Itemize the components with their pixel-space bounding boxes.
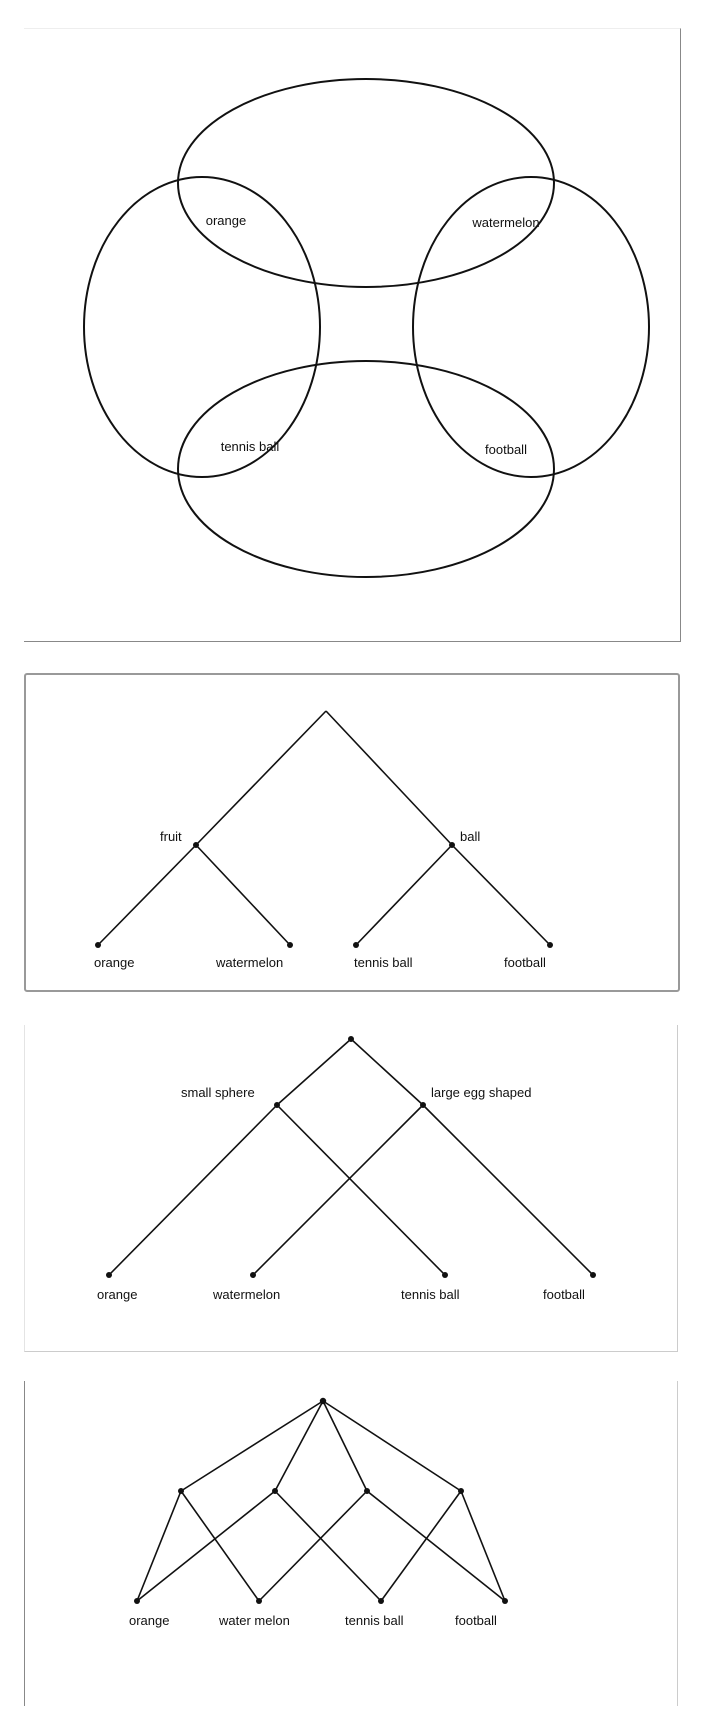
venn-label-football: football — [485, 442, 527, 457]
edge — [366, 1490, 506, 1602]
lattice-diagram: orange water melon tennis ball football — [129, 1397, 508, 1628]
label-football: football — [455, 1613, 497, 1628]
edge — [195, 710, 327, 846]
shape-tree: small sphere large egg shaped orange wat… — [97, 1036, 596, 1302]
leaf-node-football — [547, 942, 553, 948]
leaf-node-football — [590, 1272, 596, 1278]
set-ellipse-right — [412, 176, 650, 478]
edge — [322, 1400, 462, 1492]
label-orange: orange — [129, 1613, 169, 1628]
edge — [274, 1400, 324, 1492]
node-small-sphere — [274, 1102, 280, 1108]
lattice-panel: orange water melon tennis ball football — [24, 1381, 678, 1706]
venn-label-tennis-ball: tennis ball — [221, 439, 280, 454]
leaf-node-tennis-ball — [442, 1272, 448, 1278]
edge — [180, 1400, 324, 1492]
edge — [350, 1038, 424, 1106]
label-orange: orange — [94, 955, 134, 970]
label-water-melon: water melon — [218, 1613, 290, 1628]
leaf-node-tennis-ball — [353, 942, 359, 948]
edge — [97, 844, 197, 946]
shape-tree-panel: small sphere large egg shaped orange wat… — [24, 1025, 678, 1352]
label-fruit: fruit — [160, 829, 182, 844]
label-tennis-ball: tennis ball — [354, 955, 413, 970]
mid-node-1 — [178, 1488, 184, 1494]
leaf-node-orange — [106, 1272, 112, 1278]
mid-node-2 — [272, 1488, 278, 1494]
leaf-node-watermelon — [250, 1272, 256, 1278]
root-node — [348, 1036, 354, 1042]
venn-label-watermelon: watermelon — [471, 215, 539, 230]
edge — [276, 1038, 352, 1106]
label-football: football — [543, 1287, 585, 1302]
edge — [108, 1104, 278, 1276]
edge — [460, 1490, 506, 1602]
leaf-node-water-melon — [256, 1598, 262, 1604]
edge — [252, 1104, 424, 1276]
leaf-node-tennis-ball — [378, 1598, 384, 1604]
edge — [195, 844, 291, 946]
category-tree-panel: fruit ball orange watermelon tennis ball… — [24, 673, 680, 992]
label-tennis-ball: tennis ball — [401, 1287, 460, 1302]
edge — [136, 1490, 276, 1602]
label-tennis-ball: tennis ball — [345, 1613, 404, 1628]
venn-panel: orange watermelon tennis ball football — [24, 28, 681, 642]
set-ellipse-top — [177, 78, 555, 288]
label-football: football — [504, 955, 546, 970]
leaf-node-football — [502, 1598, 508, 1604]
label-small-sphere: small sphere — [181, 1085, 255, 1100]
category-tree: fruit ball orange watermelon tennis ball… — [94, 710, 553, 970]
edge — [322, 1400, 368, 1492]
leaf-node-watermelon — [287, 942, 293, 948]
label-large-egg-shaped: large egg shaped — [431, 1085, 531, 1100]
venn-label-orange: orange — [206, 213, 246, 228]
edge — [451, 844, 551, 946]
edge — [180, 1490, 260, 1602]
venn-diagram: orange watermelon tennis ball football — [83, 78, 650, 578]
edge — [258, 1490, 368, 1602]
mid-node-4 — [458, 1488, 464, 1494]
edge — [325, 710, 453, 846]
set-ellipse-bottom — [177, 360, 555, 578]
label-ball: ball — [460, 829, 480, 844]
mid-node-3 — [364, 1488, 370, 1494]
root-node — [319, 1397, 327, 1405]
edge — [274, 1490, 382, 1602]
label-orange: orange — [97, 1287, 137, 1302]
node-ball — [449, 842, 455, 848]
label-watermelon: watermelon — [212, 1287, 280, 1302]
leaf-node-orange — [134, 1598, 140, 1604]
label-watermelon: watermelon — [215, 955, 283, 970]
node-large-egg-shaped — [420, 1102, 426, 1108]
set-ellipse-left — [83, 176, 321, 478]
leaf-node-orange — [95, 942, 101, 948]
edge — [276, 1104, 446, 1276]
edge — [422, 1104, 594, 1276]
edge — [380, 1490, 462, 1602]
node-fruit — [193, 842, 199, 848]
edge — [136, 1490, 182, 1602]
edge — [355, 844, 453, 946]
